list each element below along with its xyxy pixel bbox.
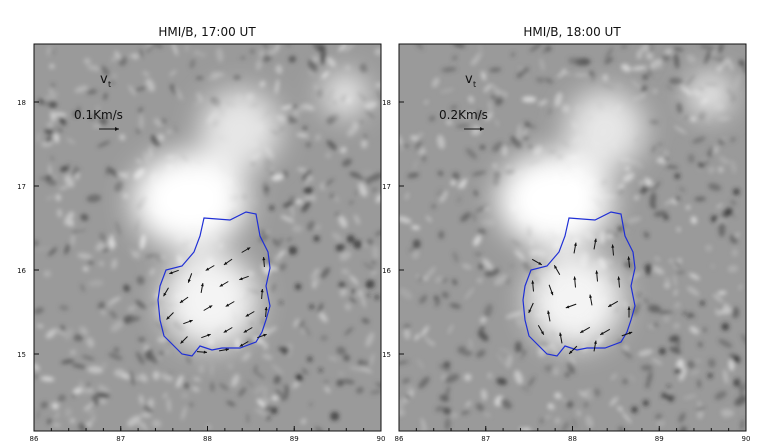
region-contour: [522, 211, 636, 357]
velocity-arrow: [245, 311, 255, 317]
x-tick-label: 90: [377, 435, 386, 443]
y-tick-label: 15: [17, 351, 26, 359]
velocity-arrow: [179, 296, 189, 304]
velocity-arrow: [595, 270, 599, 282]
velocity-arrow: [537, 324, 545, 336]
velocity-arrow: [201, 333, 211, 339]
velocity-arrow: [180, 336, 188, 344]
panel-title: HMI/B, 18:00 UT: [523, 25, 621, 39]
y-tick-label: 16: [17, 267, 26, 275]
panel-title: HMI/B, 17:00 UT: [158, 25, 256, 39]
velocity-arrow: [548, 284, 554, 296]
velocity-arrow: [225, 301, 235, 307]
velocity-arrow: [553, 264, 561, 276]
velocity-arrow: [219, 348, 229, 352]
y-axis-ticks: 18 17 16 15: [17, 99, 39, 359]
velocity-arrow: [531, 258, 543, 266]
velocity-arrow: [617, 276, 621, 288]
velocity-arrow: [573, 276, 577, 288]
velocity-arrow: [219, 281, 229, 287]
region-contour: [157, 211, 271, 357]
x-tick-label: 88: [203, 435, 212, 443]
solar-image: [34, 44, 381, 431]
velocity-arrow: [241, 247, 251, 253]
solar-image: [399, 44, 746, 431]
velocity-arrow: [264, 306, 268, 318]
x-axis-ticks: 86 87 88 89 90: [395, 426, 751, 443]
velocity-arrow: [223, 258, 233, 266]
velocity-arrow: [205, 265, 215, 271]
velocity-arrow: [627, 306, 631, 318]
velocity-arrow: [559, 332, 563, 344]
velocity-arrow: [599, 328, 611, 336]
velocity-arrow: [547, 310, 551, 322]
velocity-arrow: [593, 340, 597, 352]
y-tick-label: 17: [382, 183, 391, 191]
velocity-arrow: [579, 326, 591, 334]
velocity-arrow: [200, 283, 204, 293]
scale-label: 0.1Km/s: [74, 108, 123, 122]
velocity-arrow: [169, 269, 179, 275]
velocity-arrow: [611, 244, 615, 256]
velocity-arrow: [257, 333, 267, 339]
x-tick-label: 90: [742, 435, 751, 443]
velocity-arrow: [166, 312, 174, 320]
velocity-arrow: [568, 345, 578, 355]
scale-label: 0.2Km/s: [439, 108, 488, 122]
scale-arrow: [99, 127, 119, 131]
velocity-arrow: [239, 341, 249, 347]
velocity-arrow: [607, 300, 619, 308]
velocity-arrow: [262, 256, 266, 268]
velocity-arrow: [223, 327, 233, 333]
vector-label: v: [100, 72, 108, 87]
velocity-arrow: [627, 256, 631, 268]
vector-label: v: [465, 72, 473, 87]
velocity-arrow: [183, 319, 193, 325]
velocity-arrow: [589, 294, 593, 306]
y-tick-label: 15: [382, 351, 391, 359]
x-axis-ticks: 86 87 88 89 90: [30, 426, 386, 443]
y-tick-label: 16: [382, 267, 391, 275]
x-tick-label: 87: [481, 435, 490, 443]
x-tick-label: 86: [30, 435, 39, 443]
x-tick-label: 86: [395, 435, 404, 443]
velocity-arrow: [573, 242, 577, 254]
velocity-arrow: [531, 280, 535, 292]
velocity-arrow: [243, 327, 253, 333]
velocity-arrows: [163, 247, 268, 354]
velocity-arrow: [239, 275, 249, 281]
panel-2: HMI/B, 18:00 UT v t 0.2Km/s 86 87 88 89 90 1…: [382, 25, 751, 443]
velocity-arrow: [565, 303, 577, 309]
velocity-arrow: [593, 238, 597, 250]
velocity-arrow: [528, 302, 534, 314]
y-axis-ticks: 18 17 16 15: [382, 99, 404, 359]
y-tick-label: 17: [17, 183, 26, 191]
x-tick-label: 89: [655, 435, 664, 443]
x-tick-label: 89: [290, 435, 299, 443]
y-tick-label: 18: [382, 99, 391, 107]
velocity-arrow: [621, 331, 633, 337]
velocity-arrow: [163, 287, 169, 297]
scale-arrow: [464, 127, 484, 131]
vector-subscript: t: [108, 80, 111, 89]
velocity-arrows: [528, 238, 633, 355]
y-tick-label: 18: [17, 99, 26, 107]
vector-subscript: t: [473, 80, 476, 89]
velocity-arrow: [187, 273, 193, 283]
velocity-arrow: [203, 305, 213, 311]
velocity-arrow: [260, 288, 264, 300]
x-tick-label: 88: [568, 435, 577, 443]
velocity-arrow: [196, 350, 208, 354]
panel-1: HMI/B, 17:00 UT v t 0.1Km/s 86 87 88 89 90 1…: [17, 25, 385, 443]
x-tick-label: 87: [116, 435, 125, 443]
